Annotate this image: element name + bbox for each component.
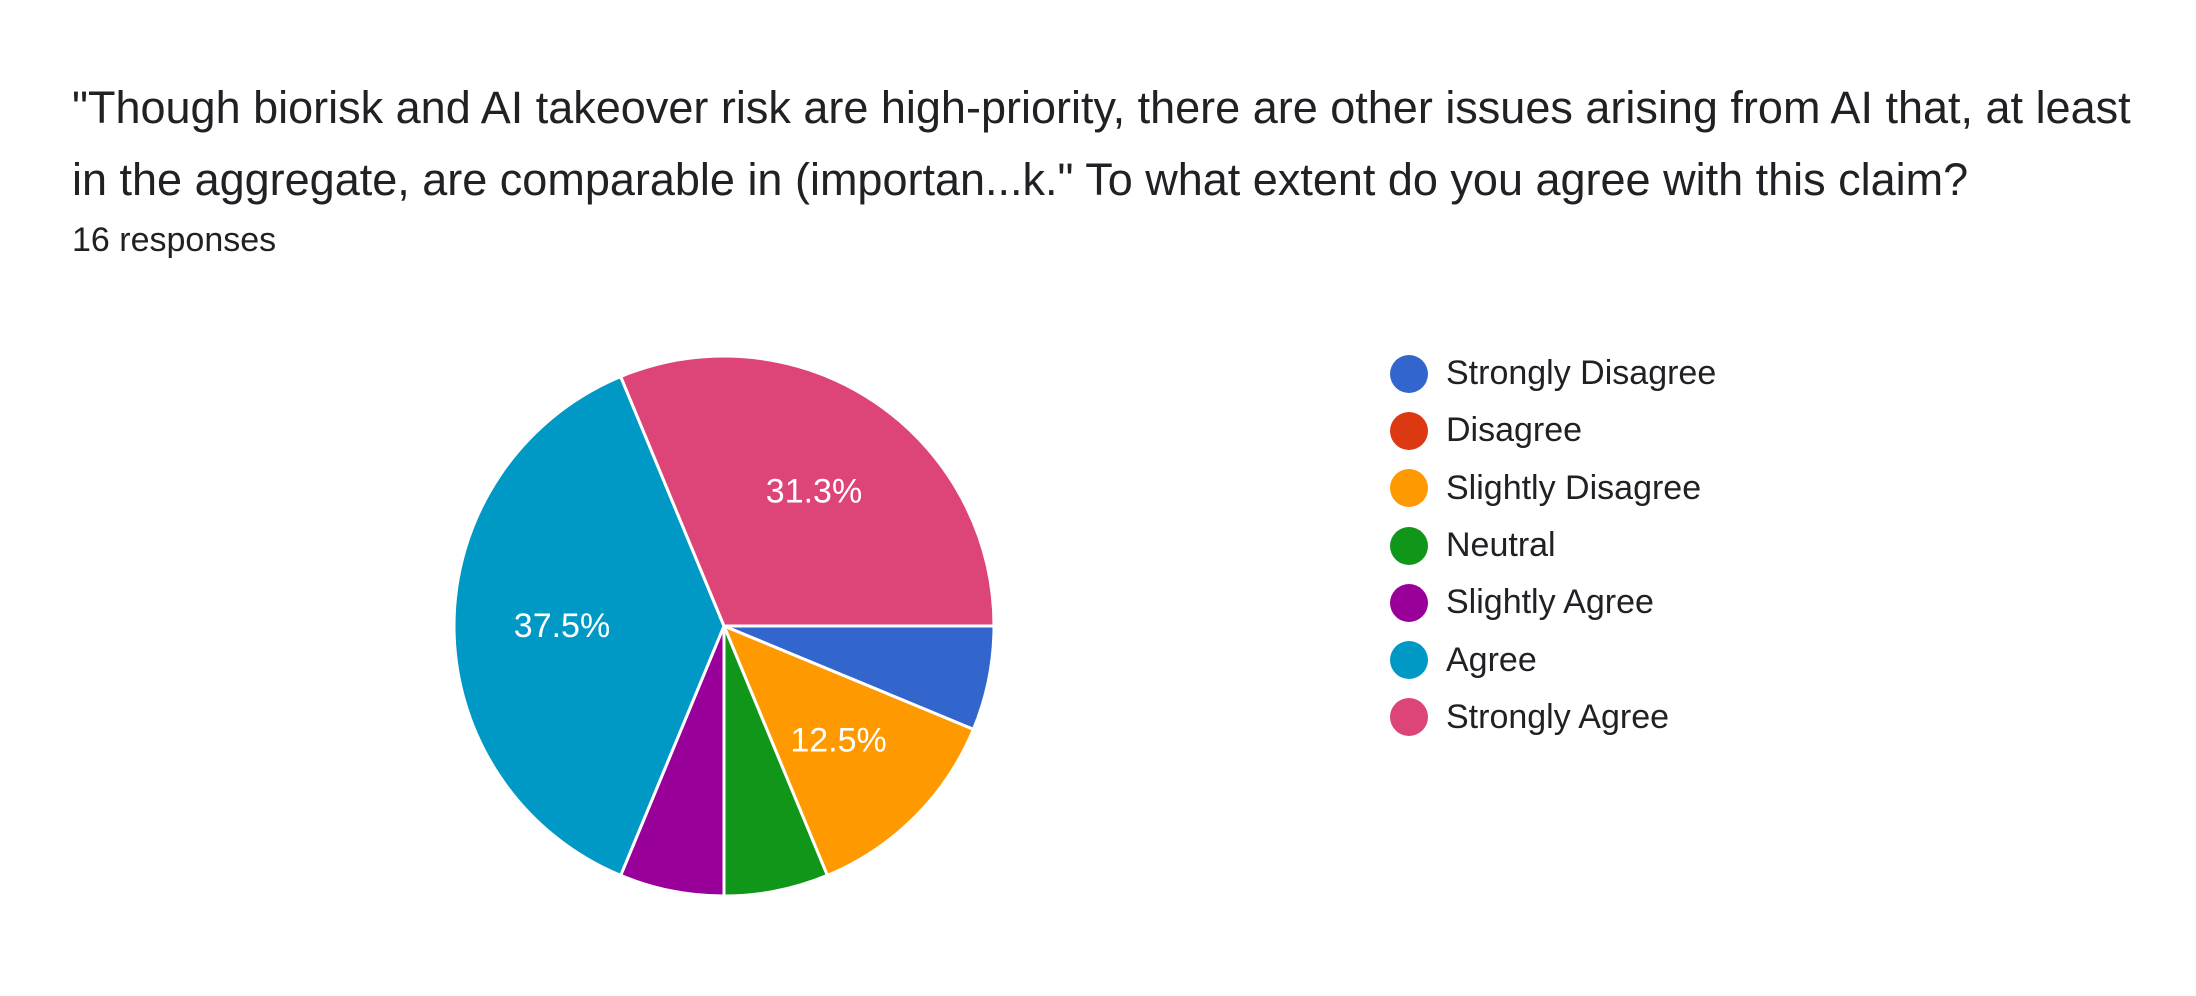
legend-swatch-neutral [1390, 526, 1428, 565]
legend-swatch-strongly-disagree [1390, 354, 1428, 393]
legend-label-slightly-agree: Slightly Agree [1446, 583, 1654, 622]
data-label-slightly-disagree: 12.5% [790, 722, 886, 760]
legend-swatch-strongly-agree [1390, 698, 1428, 737]
legend-item-slightly-agree[interactable]: Slightly Agree [1390, 574, 1716, 631]
legend-item-strongly-agree[interactable]: Strongly Agree [1390, 689, 1716, 746]
pie-slice-slightly-disagree[interactable] [722, 624, 975, 877]
legend-label-strongly-disagree: Strongly Disagree [1446, 354, 1717, 393]
pie-slice-agree[interactable] [452, 375, 726, 877]
pie-labels: 12.5% 37.5% 31.3% [514, 472, 887, 759]
pie-slices [452, 354, 996, 898]
legend-item-neutral[interactable]: Neutral [1390, 517, 1716, 574]
legend-label-disagree: Disagree [1446, 411, 1583, 450]
chart-legend: Strongly Disagree Disagree Slightly Disagr… [1390, 345, 1716, 746]
legend-swatch-slightly-agree [1390, 583, 1428, 622]
question-title: "Though biorisk and AI takeover risk are… [72, 82, 2131, 205]
legend-label-strongly-agree: Strongly Agree [1446, 697, 1670, 736]
data-label-agree: 37.5% [514, 607, 610, 645]
legend-swatch-agree [1390, 641, 1428, 680]
legend-swatch-slightly-disagree [1390, 469, 1428, 508]
response-count: 16 responses [72, 221, 277, 259]
legend-item-agree[interactable]: Agree [1390, 631, 1716, 688]
legend-swatch-disagree [1390, 411, 1428, 450]
legend-label-neutral: Neutral [1446, 526, 1556, 565]
legend-label-slightly-disagree: Slightly Disagree [1446, 468, 1702, 507]
legend-item-strongly-disagree[interactable]: Strongly Disagree [1390, 345, 1716, 402]
data-label-strongly-agree: 31.3% [766, 472, 862, 510]
legend-item-slightly-disagree[interactable]: Slightly Disagree [1390, 460, 1716, 517]
pie-slice-strongly-agree[interactable] [619, 354, 996, 628]
legend-label-agree: Agree [1446, 640, 1537, 679]
legend-item-disagree[interactable]: Disagree [1390, 402, 1716, 459]
